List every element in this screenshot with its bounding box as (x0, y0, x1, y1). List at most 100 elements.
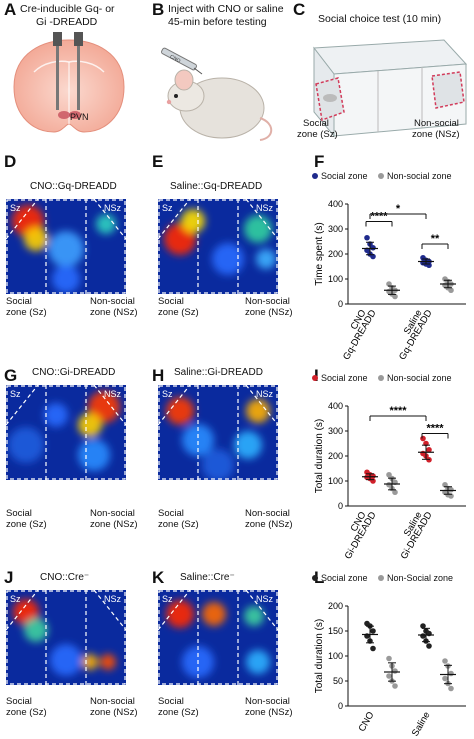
heat-blob (244, 215, 272, 243)
heat-blob (234, 431, 262, 459)
legend-marker (378, 575, 384, 581)
heat-blob (202, 449, 234, 480)
panel-label-h: H (152, 366, 165, 385)
panel-a-caption-line1: Cre-inducible Gq- or (20, 3, 115, 15)
x-tick-label: Saline (410, 710, 433, 737)
social-zone-caption: Social zone (Sz) (158, 296, 199, 318)
sz-tag: Sz (10, 203, 21, 213)
nonsocial-zone-caption: Non-social zone (NSz) (245, 296, 293, 318)
significance-marker: ** (431, 233, 440, 245)
syringe-label: CNO (169, 54, 182, 65)
nsz-tag: NSz (104, 594, 122, 604)
y-tick-label: 0 (338, 501, 343, 511)
panel-label-b: B (152, 0, 165, 19)
y-tick-label: 150 (328, 626, 343, 636)
heat-blob (256, 249, 276, 269)
y-axis-title: Time spent (s) (314, 222, 325, 286)
y-tick-label: 200 (328, 601, 343, 611)
panel-a-caption-line2: Gi -DREADD (36, 16, 98, 28)
data-point (386, 481, 392, 488)
data-point (370, 645, 376, 652)
heatmap-g: Sz NSz (6, 385, 126, 480)
heat-blob (82, 654, 98, 670)
panel-c-sz-label-line1: Social (303, 118, 329, 129)
y-tick-label: 0 (338, 701, 343, 711)
data-point (426, 446, 432, 453)
significance-marker: **** (389, 405, 407, 417)
heatmap-e: Sz NSz (158, 199, 278, 294)
legend-marker (378, 173, 384, 179)
data-point (420, 435, 426, 442)
data-point (442, 658, 448, 664)
data-point (370, 628, 376, 634)
panel-label-a: A (4, 0, 17, 19)
data-point (392, 683, 398, 689)
significance-marker: **** (426, 423, 444, 435)
heatmap-j: Sz NSz (6, 590, 126, 685)
panel-b-caption-line2: 45-min before testing (168, 16, 267, 28)
panel-label-e: E (152, 152, 164, 171)
nonsocial-zone-caption: Non-social zone (NSz) (90, 296, 138, 318)
social-zone-caption: Social zone (Sz) (6, 296, 47, 318)
legend-label: Non-Social zone (387, 573, 453, 583)
data-point (448, 670, 454, 677)
panel-label-d: D (4, 152, 17, 171)
heat-blob (212, 243, 244, 275)
legend-marker (312, 375, 318, 381)
panel-label-k: K (152, 568, 165, 587)
heat-blob (202, 602, 226, 626)
x-tick-label: CNO (357, 710, 377, 734)
heat-blob (166, 397, 194, 425)
y-tick-label: 100 (328, 274, 343, 284)
heat-blob (8, 427, 44, 463)
data-point (420, 633, 426, 639)
heat-blob (246, 650, 270, 674)
heat-blob (244, 606, 264, 626)
legend-marker (378, 375, 384, 381)
panel-k-title: Saline::Cre⁻ (180, 572, 235, 583)
panel-e-title: Saline::Gq-DREADD (170, 181, 263, 192)
data-point (386, 673, 392, 679)
nonsocial-zone-caption: Non-social zone (NSz) (245, 508, 293, 530)
y-tick-label: 300 (328, 426, 343, 436)
sz-tag: Sz (162, 389, 173, 399)
heat-blob (13, 599, 39, 625)
data-point (386, 471, 392, 478)
legend-label: Social zone (321, 171, 368, 181)
mouse-illustration: CNO (161, 47, 273, 141)
panel-c-caption: Social choice test (10 min) (318, 13, 442, 25)
social-zone-caption: Social zone (Sz) (158, 696, 199, 718)
y-tick-label: 100 (328, 651, 343, 661)
chart-i: Social zone Non-social zone 0 100 200 300 400T… (312, 373, 466, 561)
social-zone-caption: Social zone (Sz) (6, 508, 47, 530)
heat-blob (166, 600, 194, 628)
heat-blob (24, 227, 48, 251)
panel-label-f: F (314, 152, 325, 171)
heat-blob (78, 413, 102, 437)
panel-h-title: Saline::Gi-DREADD (174, 367, 263, 378)
chart-l: Social zone Non-Social zone 0 50 100 150 200To… (312, 573, 466, 737)
heatmap-k: Sz NSz (158, 590, 278, 685)
heat-blob (24, 618, 48, 642)
heat-blob (52, 265, 80, 293)
panel-label-j: J (4, 568, 14, 587)
panel-d-title: CNO::Gq-DREADD (30, 181, 117, 192)
heat-blob (100, 654, 116, 670)
y-tick-label: 0 (338, 299, 343, 309)
heat-blob (181, 209, 205, 233)
panel-c-nsz-label-line2: zone (NSz) (412, 129, 460, 140)
significance-marker: **** (370, 211, 388, 223)
nsz-tag: NSz (256, 389, 274, 399)
social-zone-caption: Social zone (Sz) (158, 508, 199, 530)
data-point (386, 655, 392, 662)
legend-marker (312, 575, 318, 581)
nsz-tag: NSz (104, 389, 122, 399)
data-point (448, 685, 454, 692)
heat-blob (48, 231, 84, 267)
data-point (442, 481, 448, 488)
data-point (370, 478, 376, 484)
legend-marker (312, 173, 318, 179)
panel-b-caption-line1: Inject with CNO or saline (168, 3, 284, 15)
y-tick-label: 200 (328, 451, 343, 461)
data-point (392, 668, 398, 674)
